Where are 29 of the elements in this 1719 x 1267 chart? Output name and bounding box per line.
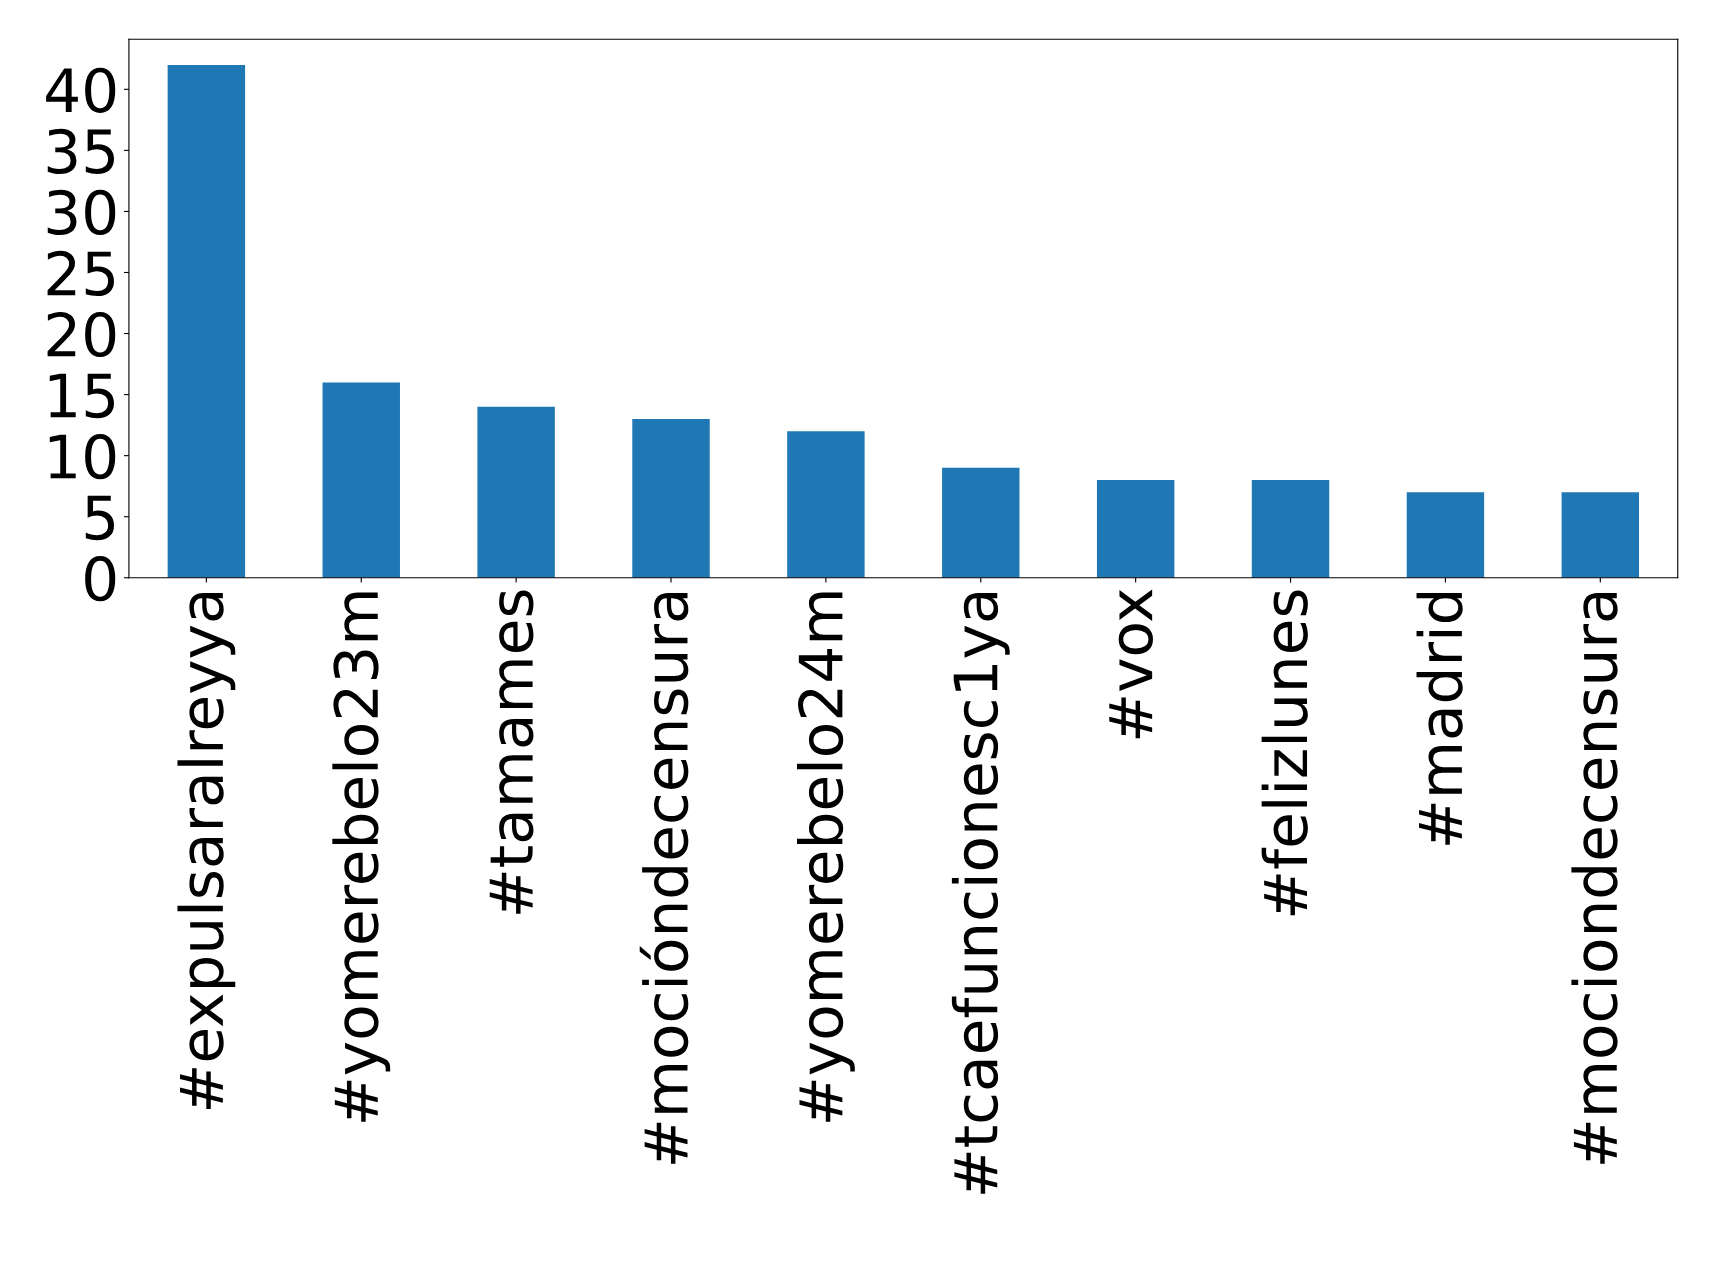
bar [1561,492,1640,578]
x-tick-label: #vox [1109,589,1153,739]
x-tick-label: #yomerebelo24m [796,592,855,1122]
x-tick-label: #tamames [489,590,534,914]
x-tick-label: #expulsaralreyya [177,592,236,1110]
bar [787,431,865,578]
y-tick-label: 5 [85,495,114,541]
bar [632,419,710,578]
y-tick-label: 0 [85,556,116,602]
y-tick-label: 30 [47,189,116,235]
bar [477,406,555,578]
y-tick-label: 15 [49,373,114,419]
y-tick-label: 20 [47,311,116,358]
x-tick-label: #mocióndecensura [639,592,689,1164]
x-tick-label: #felizlunes [1261,590,1308,916]
bar [167,64,246,578]
bar [322,382,400,578]
x-tick-label: #mociondecensura [1571,592,1618,1164]
y-tick-label: 10 [49,434,116,480]
x-tick-label: #tcaefuncionesc1ya [951,592,1010,1194]
bar [1251,480,1330,578]
bar [1406,492,1485,578]
x-tick-label: #madrid [1416,592,1463,845]
y-tick-label: 40 [46,67,116,113]
bar [1096,480,1175,578]
bar [942,467,1020,578]
y-tick-label: 35 [47,128,114,174]
y-tick-label: 25 [47,250,114,297]
x-tick-label: #yomerebelo23m [332,592,391,1122]
